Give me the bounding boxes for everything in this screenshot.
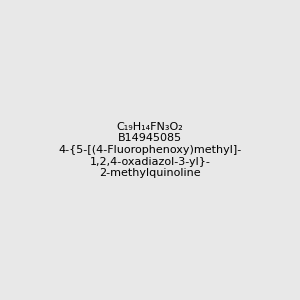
Text: C₁₉H₁₄FN₃O₂
B14945085
4-{5-[(4-Fluorophenoxy)methyl]-
1,2,4-oxadiazol-3-yl}-
2-m: C₁₉H₁₄FN₃O₂ B14945085 4-{5-[(4-Fluorophe… <box>58 122 242 178</box>
